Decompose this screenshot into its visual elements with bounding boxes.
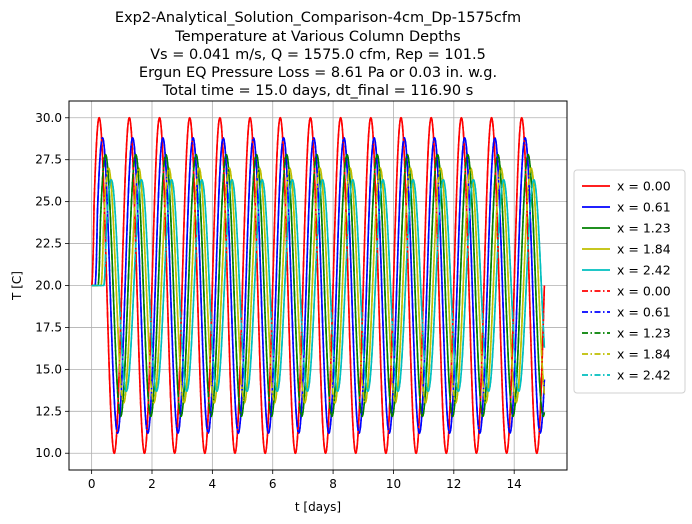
- legend-label: x = 0.61: [617, 305, 671, 320]
- legend-label: x = 1.84: [617, 242, 671, 257]
- legend-label: x = 0.00: [617, 284, 671, 299]
- title-line-2: Temperature at Various Column Depths: [174, 29, 460, 45]
- y-tick-label: 22.5: [35, 237, 62, 251]
- series-line-dashdot-5: [90, 116, 546, 455]
- series-line-dashdot-7: [91, 153, 546, 418]
- x-axis-label: t [days]: [295, 500, 341, 514]
- title-line-3: Vs = 0.041 m/s, Q = 1575.0 cfm, Rep = 10…: [150, 47, 486, 63]
- series-line-dashdot-6: [91, 137, 546, 434]
- legend-label: x = 1.23: [617, 221, 671, 236]
- legend-label: x = 0.00: [617, 179, 671, 194]
- x-tick-label: 6: [269, 477, 277, 491]
- x-tick-label: 8: [329, 477, 337, 491]
- title-line-4: Ergun EQ Pressure Loss = 8.61 Pa or 0.03…: [139, 65, 497, 81]
- legend-frame: [573, 169, 686, 394]
- x-tick-label: 0: [88, 477, 96, 491]
- title-line-5: Total time = 15.0 days, dt_final = 116.9…: [162, 83, 474, 99]
- legend-label: x = 2.42: [617, 263, 671, 278]
- y-tick-label: 15.0: [35, 362, 62, 376]
- x-tick-label: 2: [148, 477, 156, 491]
- x-tick-label: 14: [507, 477, 522, 491]
- y-tick-label: 30.0: [35, 111, 62, 125]
- x-tick-label: 10: [386, 477, 401, 491]
- title-line-1: Exp2-Analytical_Solution_Comparison-4cm_…: [115, 10, 521, 26]
- y-tick-label: 10.0: [35, 446, 62, 460]
- legend-label: x = 1.84: [617, 347, 671, 362]
- y-tick-label: 20.0: [35, 279, 62, 293]
- axis-ticks: 0 2 4 6 8 10 12 14 10.0 12.5 15.0 17.5 20.0 22.5 25.0 2…: [35, 111, 522, 491]
- y-tick-label: 12.5: [35, 404, 62, 418]
- y-tick-label: 25.0: [35, 195, 62, 209]
- legend-label: x = 1.23: [617, 326, 671, 341]
- y-axis-label: T [C]: [10, 271, 24, 301]
- y-tick-label: 27.5: [35, 153, 62, 167]
- series-line-dashdot-8: [91, 167, 546, 404]
- legend-label: x = 2.42: [617, 368, 671, 383]
- y-tick-label: 17.5: [35, 320, 62, 334]
- chart-title: Exp2-Analytical_Solution_Comparison-4cm_…: [115, 10, 521, 99]
- x-tick-label: 12: [446, 477, 461, 491]
- plot-series: [90, 116, 546, 455]
- series-line-dashdot-9: [91, 178, 546, 393]
- legend: x = 0.00 x = 0.61 x = 1.23 x = 1.84 x = 2.42…: [573, 169, 686, 394]
- legend-label: x = 0.61: [617, 200, 671, 215]
- x-tick-label: 4: [209, 477, 217, 491]
